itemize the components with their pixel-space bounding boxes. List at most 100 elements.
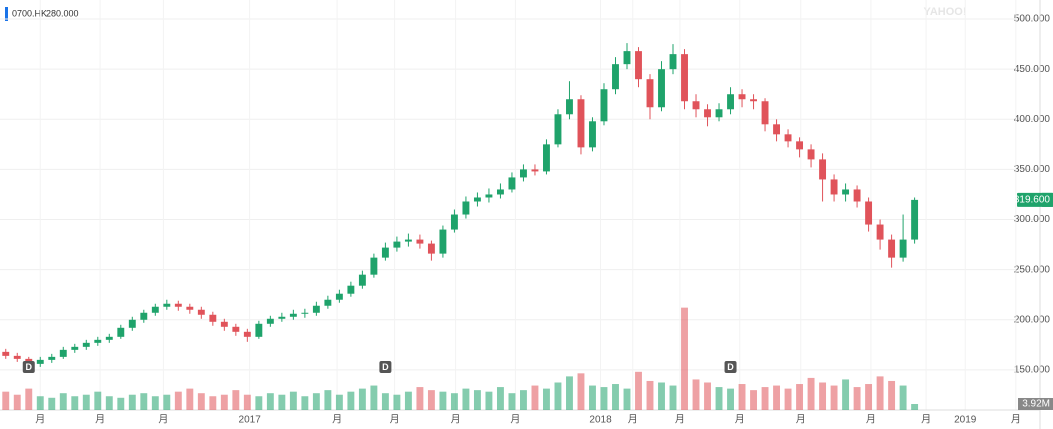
volume-bar [508, 393, 516, 410]
volume-bar [324, 390, 332, 410]
volume-bar [416, 387, 424, 410]
x-tick-label: 月 [35, 414, 45, 426]
candle-body [13, 355, 21, 359]
volume-bar [278, 394, 286, 410]
candle-body [761, 101, 769, 125]
volume-bar [439, 391, 447, 410]
volume-bar [715, 387, 723, 410]
candle-body [681, 54, 688, 102]
y-tick-label: 350.000 [1014, 164, 1051, 175]
volume-bar [117, 397, 125, 410]
last-price-box [1017, 192, 1053, 207]
candle-body [830, 179, 838, 195]
volume-bar [36, 396, 44, 410]
volume-label-box [1018, 398, 1053, 410]
volume-bar [796, 384, 804, 410]
volume-bar [520, 390, 527, 410]
y-tick-label: 150.000 [1014, 365, 1051, 376]
volume-bar [358, 388, 366, 410]
candle-body [496, 189, 504, 195]
volume-bar [750, 390, 757, 410]
candle-body [48, 356, 56, 360]
candle-body [381, 247, 389, 258]
candle-body [416, 239, 424, 244]
volume-bar [151, 396, 159, 410]
candle-body [853, 189, 861, 202]
candle-body [128, 319, 136, 328]
candle-body [36, 359, 44, 364]
candle-body [911, 199, 919, 240]
candle-body [404, 239, 412, 242]
volume-bar [738, 384, 746, 410]
candle-body [876, 224, 884, 240]
x-tick-label: 月 [158, 414, 168, 426]
candle-body [543, 144, 550, 172]
candle-body [243, 331, 251, 337]
candle-body [174, 303, 182, 307]
volume-bar [865, 384, 873, 410]
volume-bar [554, 382, 562, 410]
y-tick-label: 250.000 [1014, 264, 1051, 275]
candle-body [220, 321, 228, 327]
candle-body [485, 194, 493, 198]
volume-bar [404, 391, 412, 410]
volume-bar [669, 385, 677, 410]
volume-bar [761, 387, 769, 410]
volume-bar [807, 377, 815, 410]
candle-body [324, 299, 332, 306]
volume-bar [25, 388, 33, 410]
volume-bar [612, 384, 619, 410]
candle-body [140, 312, 148, 320]
volume-bar [381, 393, 389, 410]
volume-bar [496, 387, 504, 410]
x-tick-label: 月 [921, 414, 931, 426]
event-label: D [26, 362, 33, 372]
event-marker [379, 361, 392, 373]
volume-bar [255, 396, 263, 410]
volume-bar [543, 388, 550, 410]
volume-bar [692, 379, 700, 410]
candle-body [335, 293, 343, 300]
y-tick-label: 200.000 [1014, 314, 1051, 325]
volume-label: 3.92M [1022, 399, 1050, 410]
volume-bar [450, 393, 458, 410]
volume-bar [830, 385, 838, 410]
candle-body [82, 342, 90, 347]
volume-bar [48, 397, 56, 410]
volume-bar [94, 391, 102, 410]
candle-body [209, 314, 217, 322]
volume-bar [312, 393, 320, 410]
volume-bar [220, 394, 228, 410]
candle-body [450, 214, 458, 230]
volume-bar [105, 396, 113, 410]
y-tick-label: 400.000 [1014, 114, 1051, 125]
volume-bar [911, 404, 919, 410]
candle-body [635, 51, 642, 80]
volume-bar [566, 376, 573, 410]
volume-bar [784, 388, 792, 410]
x-tick-label: 2017 [239, 415, 262, 426]
candle-body [738, 94, 746, 100]
candle-body [796, 141, 804, 150]
candle-body [888, 239, 896, 258]
volume-bar [462, 388, 470, 410]
volume-bar [128, 394, 136, 410]
x-tick-label: 月 [628, 414, 638, 426]
y-tick-label: 500.000 [1014, 14, 1051, 25]
volume-bar [163, 394, 171, 410]
candle-body [669, 54, 677, 70]
volume-bar [197, 393, 205, 410]
volume-bar [658, 382, 665, 410]
volume-bar [842, 379, 850, 410]
candle-body [865, 201, 873, 225]
volume-bar [174, 391, 182, 410]
x-tick-label: 月 [866, 414, 876, 426]
y-tick-label: 450.000 [1014, 64, 1051, 75]
y-tick-label: 300.000 [1014, 214, 1051, 225]
x-tick-label: 月 [1011, 414, 1021, 426]
x-tick-label: 月 [332, 414, 342, 426]
volume-bar [727, 388, 734, 410]
x-tick-label: 月 [675, 414, 685, 426]
x-tick-label: 月 [735, 414, 745, 426]
candle-body [278, 316, 286, 319]
